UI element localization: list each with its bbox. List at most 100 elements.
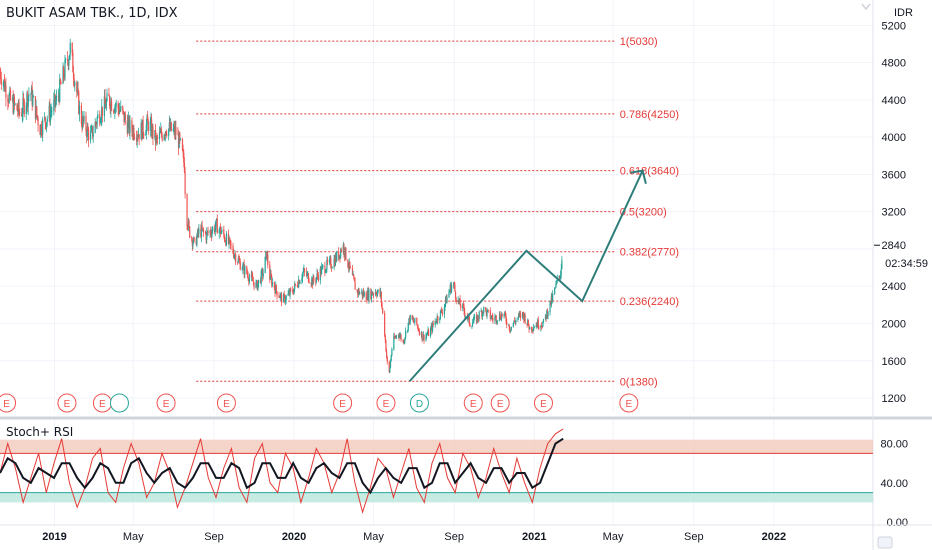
candle-body [388,361,390,373]
candle-body [359,292,361,295]
candle-body [169,122,171,130]
candle-body [380,292,382,296]
candle-body [65,59,67,61]
stoch-tick-label: 40.00 [880,478,908,490]
candle-body [160,129,162,133]
candle-body [293,288,295,294]
candle-body [345,247,347,260]
candle-body [21,113,23,116]
candle-body [244,266,246,275]
candle-body [137,134,140,137]
candle-body [458,299,460,303]
auto-scale-icon[interactable] [876,535,894,550]
candle-body [145,124,147,135]
candle-body [210,230,212,234]
candle-body [380,292,382,304]
candle-body [386,351,388,357]
candle-body [101,106,103,120]
candle-body [242,263,245,265]
candle-body [449,284,451,291]
candle-body [138,134,140,140]
candle-body [315,277,317,282]
candle-body [449,290,451,293]
candle-body [319,268,321,281]
candle-body [220,232,222,235]
candle-body [195,238,197,245]
candle-body [223,229,225,236]
candle-body [27,96,29,107]
candle-body [151,119,153,137]
candle-body [541,326,543,328]
candle-body [512,323,514,327]
candle-body [487,309,489,311]
candle-body [342,244,344,252]
candle-body [422,339,424,341]
candle-body [455,298,457,303]
candle-body [389,367,391,373]
candle-body [312,276,314,286]
candle-body [173,126,175,129]
candle-body [555,282,557,288]
candle-body [113,111,115,113]
candle-body [237,262,239,263]
candle-body [251,274,253,277]
candle-body [366,291,369,301]
candle-body [135,138,138,141]
candle-body [338,251,340,259]
candle-body [161,134,163,141]
fib-level-label: 0.382(2770) [620,247,679,259]
candle-body [464,315,466,317]
candle-body [292,289,294,293]
candle-body [257,283,259,290]
candle-body [22,98,24,114]
earnings-marker-label: E [163,399,170,410]
candle-body [487,309,489,311]
candle-body [261,270,264,277]
candle-body [292,292,295,294]
candle-body [559,275,561,278]
candle-body [221,229,223,233]
candle-body [17,110,19,113]
candle-body [164,131,167,136]
candle-body [382,308,384,314]
earnings-marker-label: E [339,399,346,410]
candle-body [443,307,445,315]
candle-body [95,123,98,125]
candle-body [358,289,360,295]
price-tick-label: 1200 [882,393,906,405]
candle-body [556,281,558,283]
time-tick-label: Sep [204,531,224,543]
candle-body [384,335,386,341]
candle-body [403,340,405,344]
candle-body [58,95,60,102]
candle-body [11,97,14,100]
candle-body [334,255,337,266]
candle-body [214,227,216,233]
candle-body [175,127,177,135]
candle-body [189,226,191,238]
candle-body [301,273,304,279]
candle-body [80,105,82,125]
candle-body [252,276,254,282]
candle-body [82,116,84,122]
candle-body [133,127,135,138]
candle-body [366,299,368,301]
candle-body [347,259,349,268]
candle-body [204,231,207,234]
candle-body [5,85,7,99]
candle-body [344,254,346,257]
candle-body [158,132,161,139]
scroll-arrow-icon[interactable] [859,0,873,14]
candle-body [187,220,189,229]
candle-body [67,59,69,61]
candle-body [265,251,268,259]
candle-body [285,295,287,301]
candle-body [233,255,235,258]
candle-body [506,321,508,325]
candle-body [450,284,452,293]
candle-body [26,93,28,106]
candle-body [397,334,400,336]
candle-body [504,312,506,314]
candle-body [174,126,176,135]
price-tick-label: 1600 [882,356,906,368]
